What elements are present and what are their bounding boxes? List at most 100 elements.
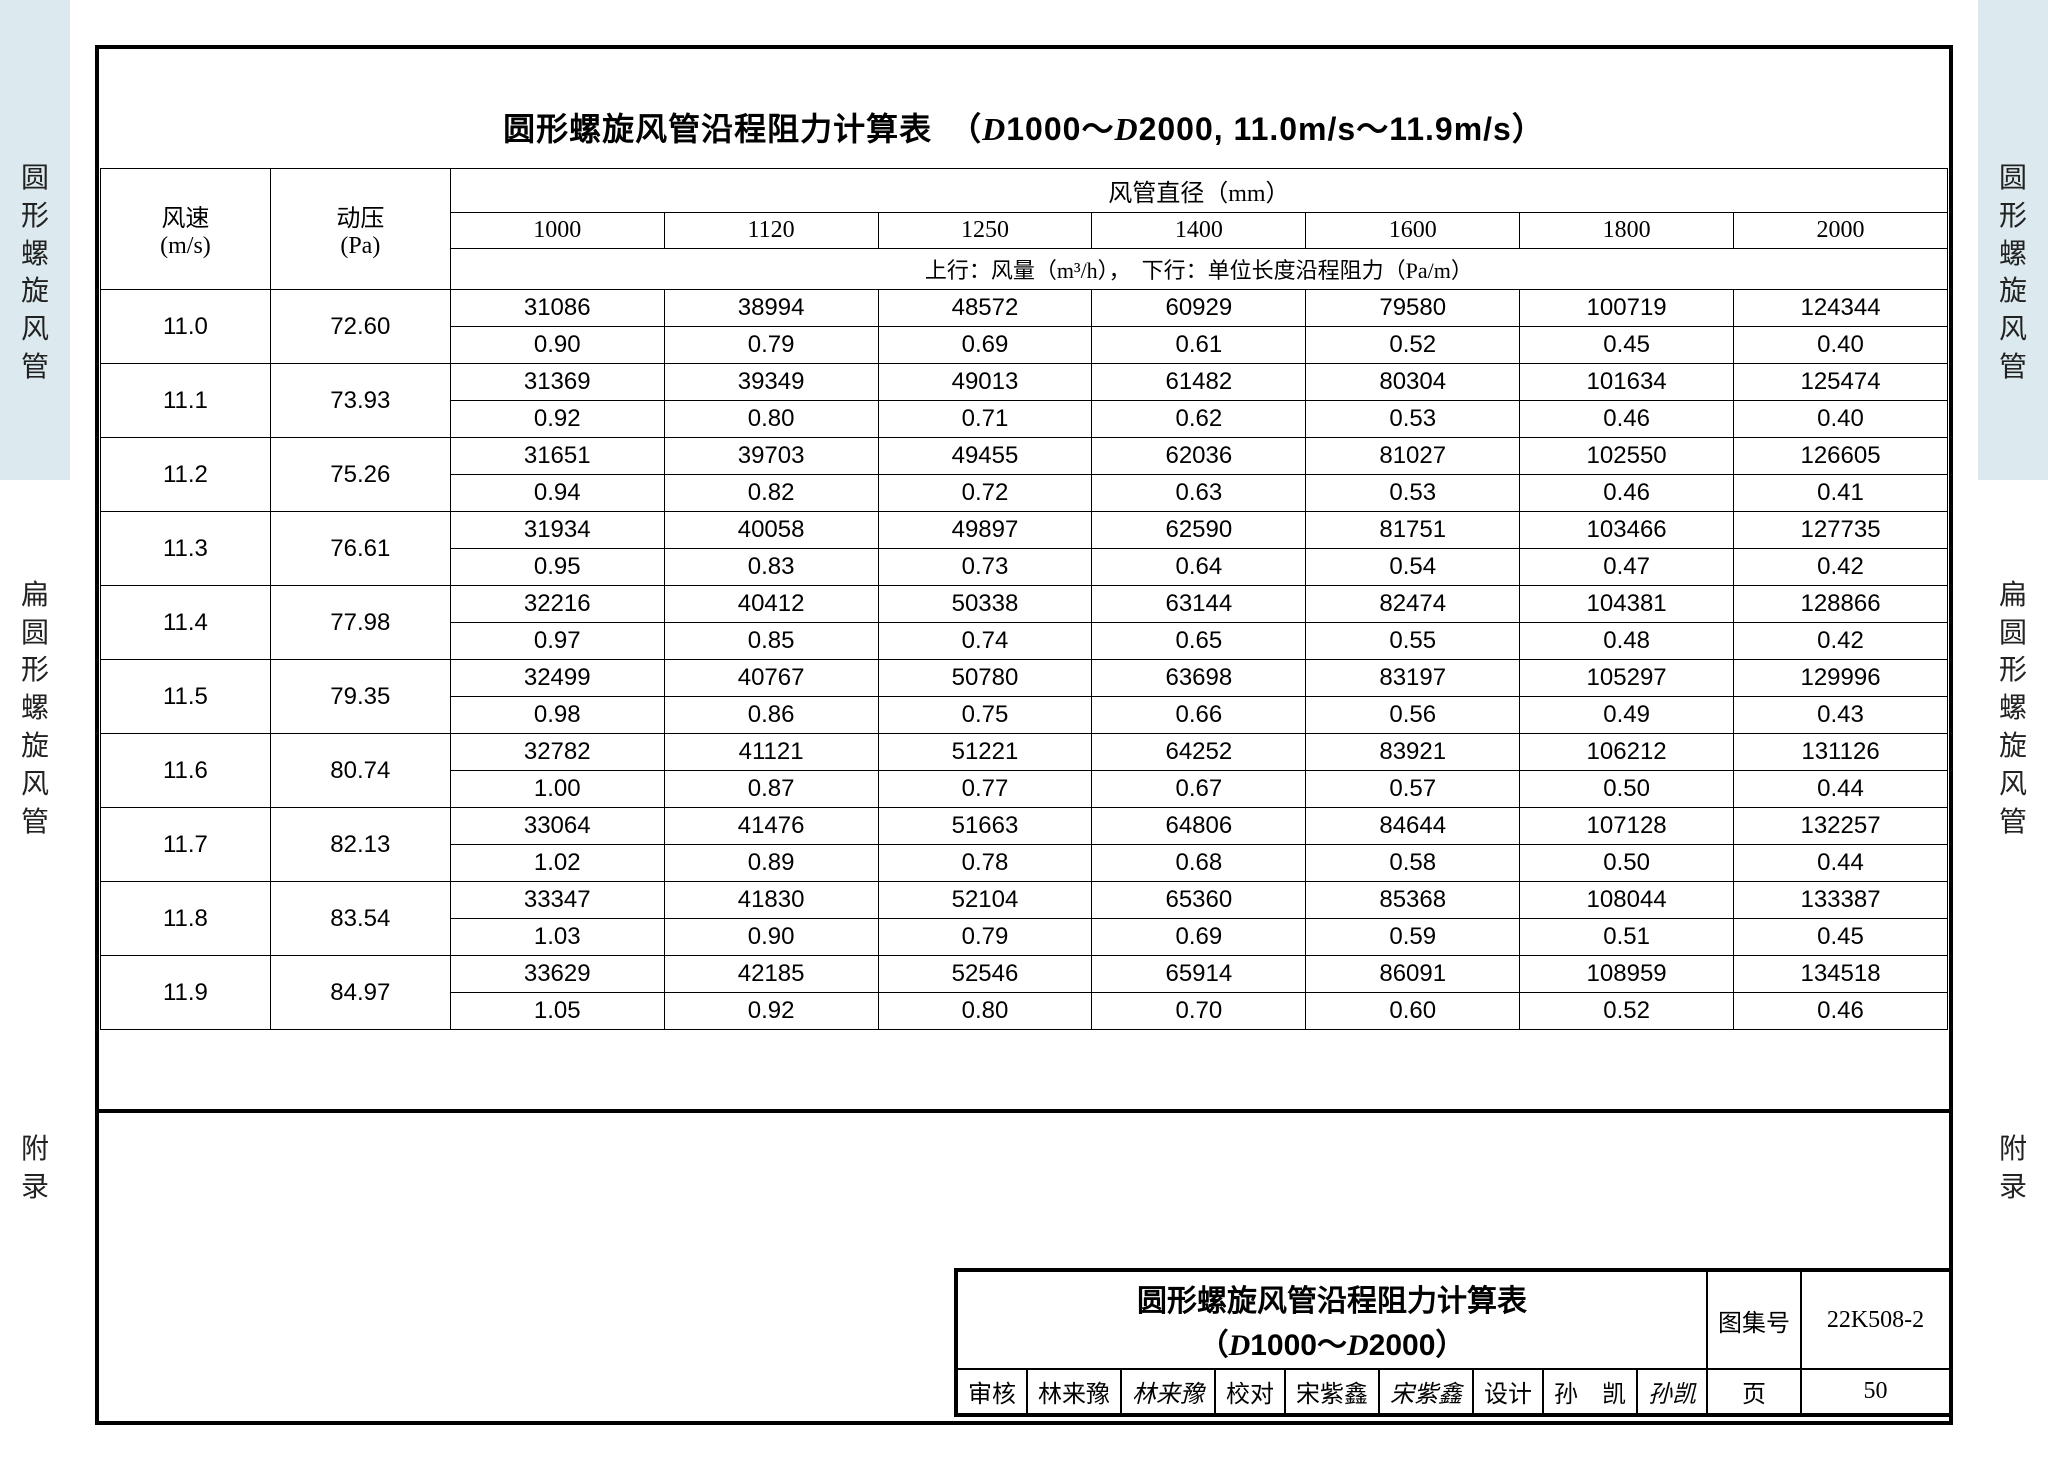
cell-resistance: 1.03 [450,919,664,956]
side-char: 录 [21,1169,49,1207]
cell-resistance: 0.92 [450,401,664,438]
cell-flow: 131126 [1734,734,1948,771]
side-char: 螺 [1999,690,2027,728]
data-table: 风速 (m/s) 动压 (Pa) 风管直径（mm） 10001120125014… [100,168,1948,1030]
tb-design-v: 孙 凯 [1543,1369,1637,1415]
table-title: 圆形螺旋风管沿程阻力计算表 （D1000～D2000, 11.0m/s～11.9… [99,104,1949,150]
tb-name: 圆形螺旋风管沿程阻力计算表 （D1000～D2000） [956,1270,1707,1369]
cell-flow: 48572 [878,290,1092,327]
tb-name-pre: （ [1199,1329,1229,1362]
cell-flow: 101634 [1520,364,1734,401]
tb-page-label: 页 [1707,1369,1801,1415]
cell-flow: 60929 [1092,290,1306,327]
tb-name-d1: D [1229,1329,1251,1362]
cell-resistance: 0.51 [1520,919,1734,956]
cell-resistance: 0.98 [450,697,664,734]
side-char: 管 [21,349,49,387]
cell-flow: 50780 [878,660,1092,697]
cell-flow: 100719 [1520,290,1734,327]
cell-flow: 132257 [1734,808,1948,845]
table-row: 11.984.973362942185525466591486091108959… [101,956,1948,993]
hdr-speed-text: 风速 (m/s) [160,206,211,259]
side-labels-left: 圆形螺旋风管 扁圆形螺旋风管 附录 [0,160,70,1267]
cell-resistance: 0.58 [1306,845,1520,882]
cell-resistance: 0.77 [878,771,1092,808]
cell-flow: 49897 [878,512,1092,549]
cell-resistance: 0.42 [1734,549,1948,586]
cell-resistance: 0.46 [1734,993,1948,1030]
cell-resistance: 0.49 [1520,697,1734,734]
cell-flow: 65360 [1092,882,1306,919]
cell-flow: 129996 [1734,660,1948,697]
side-char: 旋 [1999,728,2027,766]
cell-resistance: 0.41 [1734,475,1948,512]
tb-name-suf: 2000） [1369,1329,1466,1362]
cell-resistance: 0.83 [664,549,878,586]
side-group-1-right: 圆形螺旋风管 [1999,160,2027,387]
hdr-diameter: 1800 [1520,213,1734,249]
cell-speed: 11.8 [101,882,271,956]
cell-flow: 125474 [1734,364,1948,401]
hdr-pressure: 动压 (Pa) [270,169,450,290]
side-char: 形 [21,652,49,690]
cell-flow: 41830 [664,882,878,919]
cell-speed: 11.9 [101,956,271,1030]
cell-pressure: 73.93 [270,364,450,438]
side-char: 圆 [21,615,49,653]
side-char: 旋 [21,728,49,766]
side-char: 形 [1999,652,2027,690]
hdr-speed: 风速 (m/s) [101,169,271,290]
cell-resistance: 0.54 [1306,549,1520,586]
cell-flow: 104381 [1520,586,1734,623]
side-char: 风 [1999,766,2027,804]
cell-resistance: 0.46 [1520,475,1734,512]
cell-resistance: 0.53 [1306,475,1520,512]
tb-review-l: 审核 [956,1369,1027,1415]
cell-resistance: 0.61 [1092,327,1306,364]
cell-flow: 31086 [450,290,664,327]
cell-speed: 11.4 [101,586,271,660]
cell-pressure: 82.13 [270,808,450,882]
cell-resistance: 0.47 [1520,549,1734,586]
cell-flow: 32216 [450,586,664,623]
cell-flow: 33064 [450,808,664,845]
title-d1: D [982,111,1006,147]
cell-resistance: 0.60 [1306,993,1520,1030]
cell-flow: 85368 [1306,882,1520,919]
cell-resistance: 0.92 [664,993,878,1030]
cell-resistance: 0.48 [1520,623,1734,660]
side-char: 扁 [21,577,49,615]
cell-resistance: 0.95 [450,549,664,586]
cell-resistance: 0.52 [1520,993,1734,1030]
cell-speed: 11.6 [101,734,271,808]
cell-flow: 102550 [1520,438,1734,475]
cell-flow: 33629 [450,956,664,993]
cell-resistance: 0.70 [1092,993,1306,1030]
cell-flow: 103466 [1520,512,1734,549]
side-char: 旋 [21,273,49,311]
cell-resistance: 0.53 [1306,401,1520,438]
cell-flow: 32782 [450,734,664,771]
cell-resistance: 0.44 [1734,845,1948,882]
cell-flow: 83921 [1306,734,1520,771]
title-block: 圆形螺旋风管沿程阻力计算表 （D1000～D2000） 图集号 22K508-2… [954,1268,1953,1417]
cell-flow: 127735 [1734,512,1948,549]
hdr-diameter: 2000 [1734,213,1948,249]
cell-flow: 39349 [664,364,878,401]
table-head: 风速 (m/s) 动压 (Pa) 风管直径（mm） 10001120125014… [101,169,1948,290]
cell-resistance: 0.75 [878,697,1092,734]
cell-resistance: 1.05 [450,993,664,1030]
table-row: 11.579.353249940767507806369883197105297… [101,660,1948,697]
side-char: 风 [21,766,49,804]
cell-flow: 62036 [1092,438,1306,475]
cell-resistance: 0.68 [1092,845,1306,882]
side-char: 形 [21,198,49,236]
cell-flow: 42185 [664,956,878,993]
tb-review-v: 林来豫 [1027,1369,1121,1415]
cell-flow: 51663 [878,808,1092,845]
cell-flow: 31651 [450,438,664,475]
side-group-1-left: 圆形螺旋风管 [21,160,49,387]
cell-flow: 52104 [878,882,1092,919]
cell-resistance: 0.40 [1734,327,1948,364]
cell-resistance: 0.55 [1306,623,1520,660]
